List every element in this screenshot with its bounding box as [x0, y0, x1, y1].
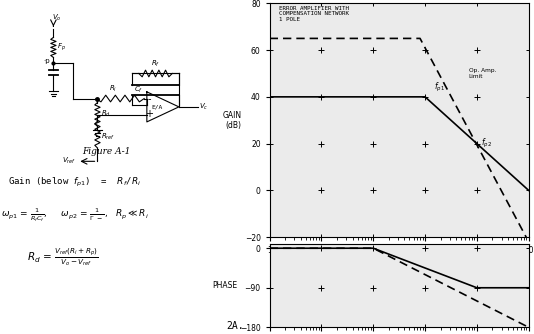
Text: ERROR AMPLIFIER WITH
COMPENSATION NETWORK
1 POLE: ERROR AMPLIFIER WITH COMPENSATION NETWOR…	[279, 6, 349, 22]
Text: $R_d$: $R_d$	[101, 109, 111, 120]
Text: $R_{ref}$: $R_{ref}$	[101, 132, 115, 142]
Text: $V_o$: $V_o$	[52, 13, 61, 23]
Text: Gain (below $f_{p1}$)  =  $R_f$/$R_i$: Gain (below $f_{p1}$) = $R_f$/$R_i$	[8, 175, 141, 189]
Text: ·p: ·p	[44, 58, 50, 64]
Y-axis label: GAIN
(dB): GAIN (dB)	[223, 111, 242, 130]
Text: -: -	[148, 95, 151, 105]
Text: $\omega_{p1}$ = $\frac{1}{R_fC_f}$,     $\omega_{p2}$ = $\frac{1}{\Gamma\ -}$,  : $\omega_{p1}$ = $\frac{1}{R_fC_f}$, $\om…	[2, 207, 149, 224]
Text: Op. Amp.
Limit: Op. Amp. Limit	[469, 68, 496, 79]
Text: $V_c$: $V_c$	[199, 102, 208, 112]
Text: $R_f$: $R_f$	[151, 58, 160, 69]
Y-axis label: PHASE: PHASE	[212, 281, 237, 290]
Text: Figure A-1: Figure A-1	[83, 148, 131, 156]
Text: $f_{p1}$: $f_{p1}$	[434, 81, 445, 94]
Text: +: +	[146, 109, 153, 119]
Text: $R_d$ = $\frac{V_{ref}(R_i + R_p)}{V_o - V_{ref}}$: $R_d$ = $\frac{V_{ref}(R_i + R_p)}{V_o -…	[27, 246, 98, 268]
Text: $V_{ref}$: $V_{ref}$	[62, 156, 76, 166]
Text: 2A.: 2A.	[226, 321, 244, 331]
Text: $F_p$: $F_p$	[57, 42, 66, 53]
Text: $f_{p2}$: $f_{p2}$	[481, 137, 492, 150]
Text: E/A: E/A	[151, 105, 163, 109]
Text: $C_f$: $C_f$	[134, 85, 143, 95]
Text: $R_i$: $R_i$	[109, 84, 117, 94]
